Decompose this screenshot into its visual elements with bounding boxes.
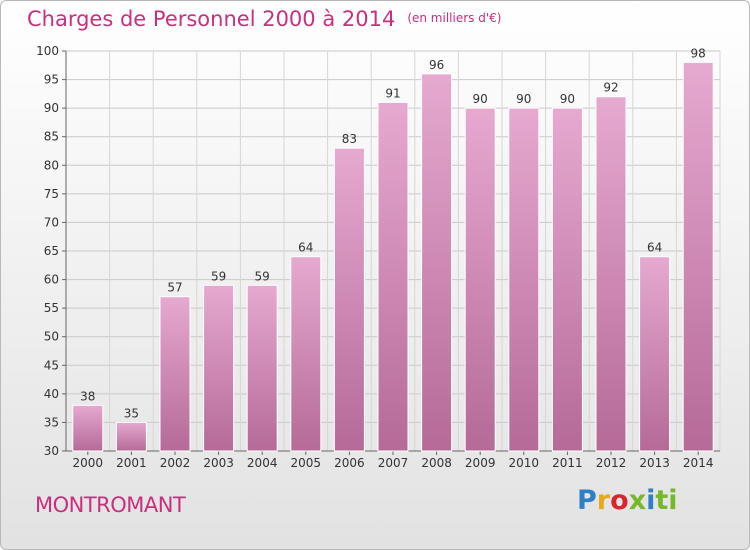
x-tick-label: 2002 bbox=[160, 456, 191, 470]
y-tick-label: 85 bbox=[44, 130, 59, 144]
y-tick-label: 45 bbox=[44, 358, 59, 372]
x-tick-label: 2008 bbox=[421, 456, 452, 470]
x-tick-label: 2006 bbox=[334, 456, 365, 470]
y-tick-label: 65 bbox=[44, 244, 59, 258]
bar bbox=[72, 404, 104, 452]
logo-letter: x bbox=[628, 485, 647, 516]
bars bbox=[72, 61, 714, 452]
logo-letter: r bbox=[596, 485, 611, 516]
data-label: 38 bbox=[80, 389, 95, 403]
proxiti-logo: Proxiti bbox=[577, 485, 678, 516]
data-label: 35 bbox=[124, 406, 139, 420]
y-tick-label: 100 bbox=[36, 44, 59, 58]
y-tick-label: 30 bbox=[44, 444, 59, 458]
bar bbox=[333, 147, 365, 452]
labels: 30 35 40 45 50 55 60 65 70 75 80 85 90 95 100 38 2000 35 2… bbox=[36, 44, 713, 470]
bar bbox=[639, 256, 671, 452]
y-tick-label: 70 bbox=[44, 215, 59, 229]
x-tick-label: 2001 bbox=[116, 456, 147, 470]
y-tick-label: 40 bbox=[44, 387, 59, 401]
bar bbox=[115, 421, 147, 452]
x-tick-label: 2013 bbox=[639, 456, 670, 470]
logo-letter: P bbox=[577, 485, 597, 516]
chart-title-text: Charges de Personnel 2000 à 2014 bbox=[27, 7, 396, 31]
y-tick-label: 75 bbox=[44, 187, 59, 201]
bar bbox=[551, 107, 583, 452]
x-tick-label: 2014 bbox=[683, 456, 714, 470]
data-label: 90 bbox=[473, 92, 488, 106]
logo-letter: ti bbox=[655, 485, 678, 516]
data-label: 90 bbox=[516, 92, 531, 106]
bar bbox=[246, 284, 278, 452]
x-tick-label: 2011 bbox=[552, 456, 583, 470]
data-label: 91 bbox=[385, 86, 400, 100]
x-tick-label: 2007 bbox=[378, 456, 409, 470]
x-tick-label: 2000 bbox=[73, 456, 104, 470]
y-tick-label: 60 bbox=[44, 273, 59, 287]
y-tick-label: 35 bbox=[44, 415, 59, 429]
chart-title: Charges de Personnel 2000 à 2014 (en mill… bbox=[27, 7, 501, 31]
y-tick-label: 90 bbox=[44, 101, 59, 115]
y-tick-label: 55 bbox=[44, 301, 59, 315]
commune-name: MONTROMANT bbox=[35, 493, 186, 517]
data-label: 59 bbox=[255, 269, 270, 283]
x-tick-label: 2005 bbox=[291, 456, 322, 470]
bar bbox=[464, 107, 496, 452]
x-tick-label: 2003 bbox=[203, 456, 234, 470]
bar bbox=[159, 296, 191, 452]
y-tick-label: 80 bbox=[44, 158, 59, 172]
bar bbox=[203, 284, 235, 452]
data-label: 90 bbox=[560, 92, 575, 106]
data-label: 98 bbox=[691, 46, 706, 60]
y-tick-label: 95 bbox=[44, 73, 59, 87]
chart-subtitle: (en milliers d'€) bbox=[407, 11, 502, 25]
x-tick-label: 2010 bbox=[509, 456, 540, 470]
bar bbox=[508, 107, 540, 452]
x-tick-label: 2012 bbox=[596, 456, 627, 470]
x-tick-label: 2004 bbox=[247, 456, 278, 470]
logo-letter: i bbox=[646, 485, 656, 516]
bar bbox=[290, 256, 322, 452]
data-label: 92 bbox=[603, 81, 618, 95]
data-label: 59 bbox=[211, 269, 226, 283]
data-label: 96 bbox=[429, 58, 444, 72]
bar bbox=[682, 61, 714, 452]
data-label: 57 bbox=[167, 281, 182, 295]
bar bbox=[595, 96, 627, 452]
data-label: 83 bbox=[342, 132, 357, 146]
bar bbox=[421, 73, 453, 452]
bar bbox=[377, 101, 409, 452]
data-label: 64 bbox=[298, 241, 313, 255]
data-label: 64 bbox=[647, 241, 662, 255]
logo-letter: o bbox=[610, 485, 629, 516]
y-tick-label: 50 bbox=[44, 330, 59, 344]
x-tick-label: 2009 bbox=[465, 456, 496, 470]
